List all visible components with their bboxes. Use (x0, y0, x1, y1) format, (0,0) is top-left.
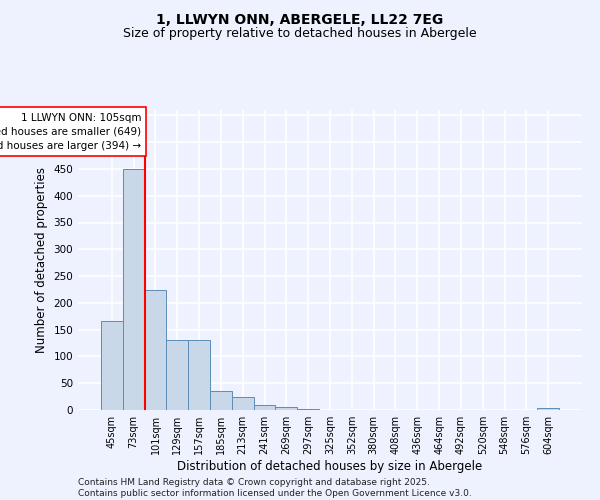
Y-axis label: Number of detached properties: Number of detached properties (35, 167, 48, 353)
Text: 1, LLWYN ONN, ABERGELE, LL22 7EG: 1, LLWYN ONN, ABERGELE, LL22 7EG (157, 12, 443, 26)
Text: Size of property relative to detached houses in Abergele: Size of property relative to detached ho… (123, 28, 477, 40)
X-axis label: Distribution of detached houses by size in Abergele: Distribution of detached houses by size … (178, 460, 482, 473)
Text: Contains HM Land Registry data © Crown copyright and database right 2025.
Contai: Contains HM Land Registry data © Crown c… (78, 478, 472, 498)
Bar (145, 290, 166, 410)
Bar (123, 169, 145, 410)
Bar (210, 390, 232, 410)
Bar (254, 404, 275, 410)
Bar (537, 408, 559, 410)
Text: 1 LLWYN ONN: 105sqm
← 62% of detached houses are smaller (649)
38% of semi-detac: 1 LLWYN ONN: 105sqm ← 62% of detached ho… (0, 112, 141, 150)
Bar (297, 409, 319, 410)
Bar (275, 408, 297, 410)
Bar (188, 340, 210, 410)
Bar (232, 396, 254, 410)
Bar (101, 320, 123, 410)
Bar (166, 340, 188, 410)
